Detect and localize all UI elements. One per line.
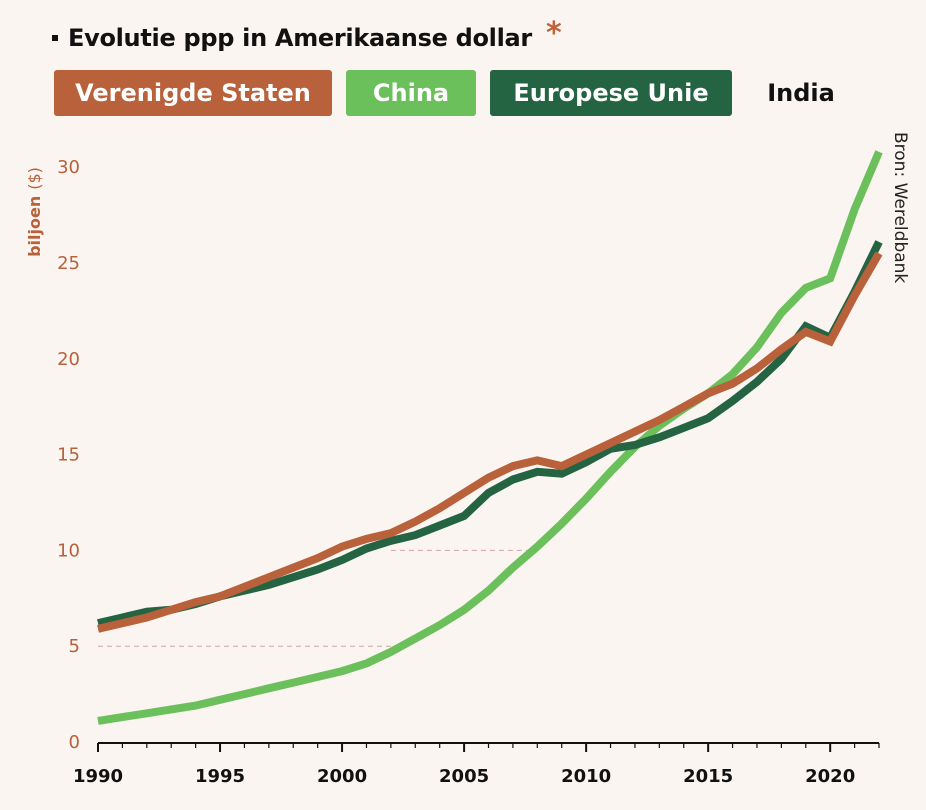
legend-item-india[interactable]: India: [767, 79, 835, 107]
y-tick-label: 0: [69, 732, 80, 753]
y-tick-label: 25: [57, 253, 80, 274]
y-tick-label: 10: [57, 540, 80, 561]
series-lines: [97, 150, 883, 725]
y-tick-label: 5: [69, 636, 80, 657]
y-axis-label-unit: ($): [25, 167, 44, 190]
x-tick-label: 1990: [73, 766, 123, 787]
y-axis-label: biljoen ($): [25, 167, 44, 257]
x-tick-label: 2015: [683, 766, 733, 787]
y-tick-label: 20: [57, 349, 80, 370]
bullet-icon: [52, 34, 58, 41]
x-tick-label: 2005: [439, 766, 489, 787]
x-tick-label: 2020: [805, 766, 855, 787]
asterisk-icon: *: [545, 16, 562, 51]
legend-item-verenigde-staten[interactable]: Verenigde Staten: [54, 70, 332, 116]
legend-item-china[interactable]: China: [346, 70, 476, 116]
series-line-verenigde-staten: [97, 251, 883, 633]
legend-item-europese-unie[interactable]: Europese Unie: [490, 70, 732, 116]
chart-title: Evolutie ppp in Amerikaanse dollar: [68, 23, 532, 52]
x-tick-label: 1995: [195, 766, 245, 787]
legend: Verenigde Staten China Europese Unie Ind…: [54, 70, 870, 116]
chart-title-row: Evolutie ppp in Amerikaanse dollar *: [52, 16, 562, 55]
series-line-china: [97, 150, 883, 725]
series-line-europese-unie: [97, 240, 883, 628]
y-axis-label-text: biljoen: [25, 196, 44, 257]
y-tick-label: 30: [57, 157, 80, 178]
source-note: Bron: Wereldbank: [890, 132, 910, 284]
y-tick-labels: 0 5 10 15 20 25 30: [57, 157, 80, 753]
x-tick-label: 2000: [317, 766, 367, 787]
y-axis-label-group: biljoen ($): [25, 167, 44, 257]
x-axis: 1990 1995 2000 2005 2010 2015 2020: [73, 742, 880, 787]
reference-lines: [98, 549, 538, 647]
x-tick-label: 2010: [561, 766, 611, 787]
y-tick-label: 15: [57, 445, 80, 466]
